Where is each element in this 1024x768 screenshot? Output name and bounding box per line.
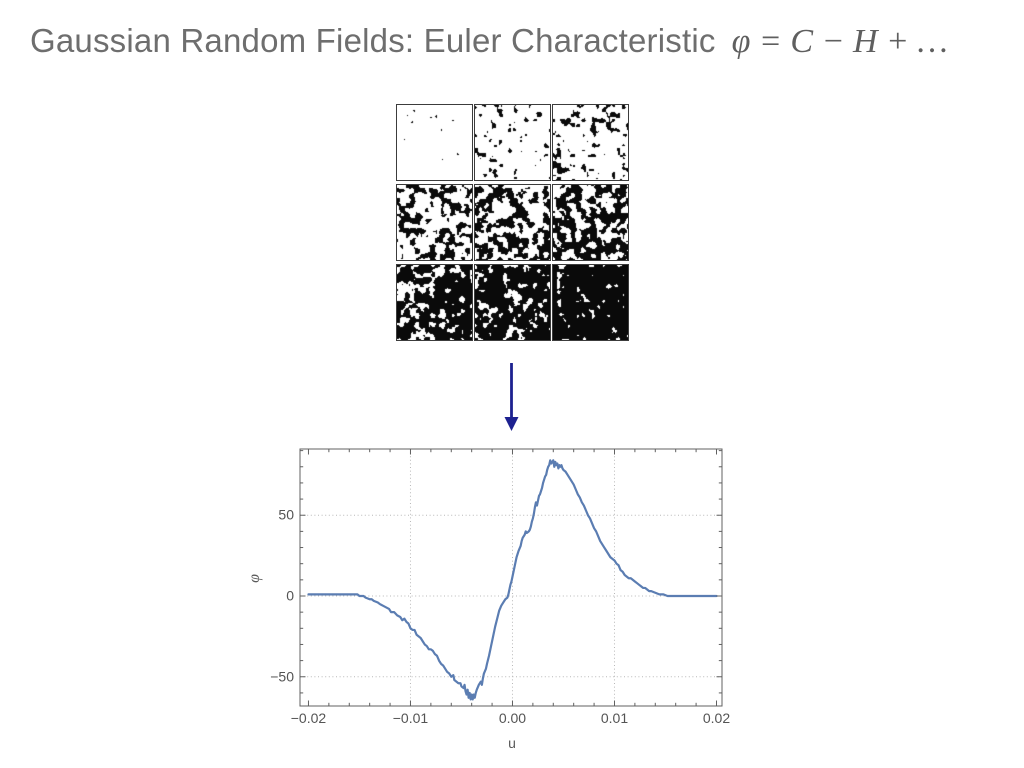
- x-tick-label: 0.01: [601, 710, 628, 726]
- axis-ticks: [300, 449, 722, 706]
- excursion-panel-canvas: [397, 265, 472, 340]
- y-tick-label: −50: [270, 668, 294, 684]
- x-tick-labels: −0.02 −0.01 0.00 0.01 0.02: [291, 710, 731, 726]
- excursion-panel-canvas: [397, 105, 472, 180]
- plot-frame: [299, 448, 723, 707]
- excursion-panel-1: [396, 104, 473, 181]
- y-tick-label: 50: [278, 507, 294, 523]
- excursion-panel-7: [396, 264, 473, 341]
- arrow-head: [504, 417, 519, 431]
- excursion-set-grid: [396, 104, 629, 341]
- excursion-panel-canvas: [475, 265, 550, 340]
- excursion-panel-canvas: [475, 105, 550, 180]
- excursion-panel-canvas: [475, 185, 550, 260]
- excursion-panel-canvas: [553, 105, 628, 180]
- euler-characteristic-chart: −0.02 −0.01 0.00 0.01 0.02 −50 0 50 u φ: [246, 448, 731, 751]
- excursion-panel-canvas: [553, 185, 628, 260]
- x-tick-label: −0.01: [393, 710, 429, 726]
- title-math-formula: φ = C − H + …: [731, 23, 948, 60]
- excursion-panel-8: [474, 264, 551, 341]
- excursion-panel-6: [552, 184, 629, 261]
- slide-title: Gaussian Random Fields: Euler Characteri…: [30, 22, 948, 61]
- excursion-panel-9: [552, 264, 629, 341]
- gridlines: [300, 449, 722, 706]
- x-axis-label: u: [508, 735, 516, 751]
- x-tick-label: 0.02: [703, 710, 730, 726]
- excursion-panel-5: [474, 184, 551, 261]
- excursion-panel-4: [396, 184, 473, 261]
- euler-curve: [307, 459, 718, 701]
- x-tick-label: −0.02: [291, 710, 327, 726]
- x-tick-label: 0.00: [499, 710, 526, 726]
- y-tick-labels: −50 0 50: [270, 507, 294, 685]
- title-text: Gaussian Random Fields: Euler Characteri…: [30, 22, 716, 59]
- excursion-panel-canvas: [553, 265, 628, 340]
- y-tick-label: 0: [286, 587, 294, 603]
- excursion-panel-canvas: [397, 185, 472, 260]
- excursion-panel-3: [552, 104, 629, 181]
- down-arrow-icon: [504, 363, 519, 431]
- y-axis-label: φ: [246, 574, 263, 583]
- excursion-panel-2: [474, 104, 551, 181]
